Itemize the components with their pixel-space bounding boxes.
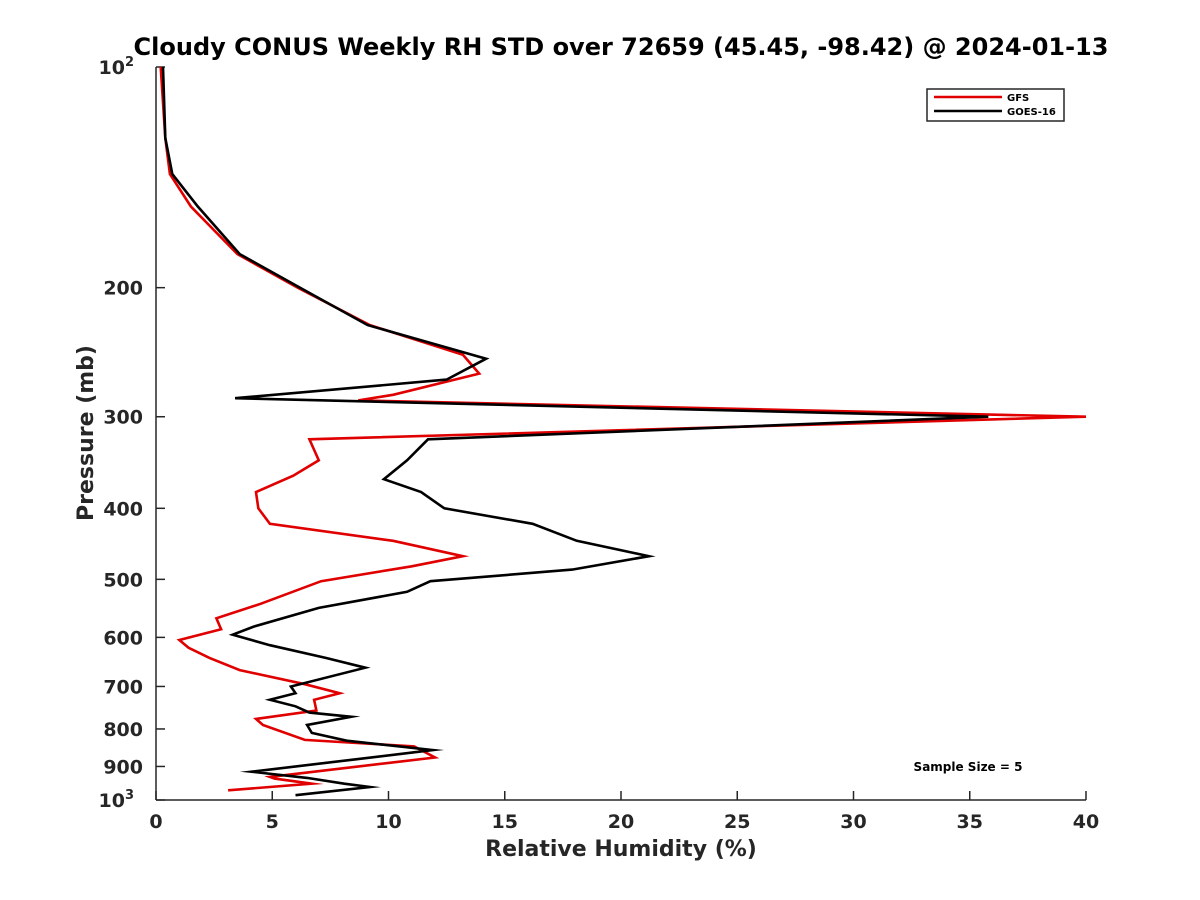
y-tick-label-400: 400 (103, 498, 143, 520)
y-tick-label-900: 900 (103, 756, 143, 778)
y-tick-label-200: 200 (103, 278, 143, 300)
y-tick-label-1000: 103 (99, 788, 135, 812)
x-axis-ticks: 0 5 10 15 20 25 30 35 40 (149, 791, 1099, 833)
y-axis-ticks: 102 200 300 400 500 600 700 800 900 103 (99, 55, 165, 812)
y-tick-label-700: 700 (103, 676, 143, 698)
x-tick-label-15: 15 (492, 811, 518, 833)
x-tick-label-30: 30 (840, 811, 866, 833)
legend: GFS GOES-16 (926, 88, 1065, 122)
x-tick-label-40: 40 (1073, 811, 1099, 833)
x-tick-label-35: 35 (957, 811, 983, 833)
legend-label-goes16: GOES-16 (1007, 107, 1056, 118)
x-tick-label-25: 25 (724, 811, 750, 833)
legend-box (926, 88, 1065, 122)
series-line-goes-16 (161, 66, 989, 797)
y-tick-label-800: 800 (103, 719, 143, 741)
series-line-gfs (159, 66, 1087, 792)
y-tick-label-500: 500 (103, 569, 143, 591)
legend-label-gfs: GFS (1007, 93, 1029, 104)
x-tick-label-10: 10 (375, 811, 401, 833)
y-tick-label-600: 600 (103, 627, 143, 649)
x-tick-label-0: 0 (149, 811, 162, 833)
chart-title: Cloudy CONUS Weekly RH STD over 72659 (4… (134, 33, 1109, 61)
sample-size-annotation: Sample Size = 5 (914, 760, 1023, 774)
series-layer (159, 66, 1087, 797)
y-tick-label-300: 300 (103, 407, 143, 429)
y-axis-label: Pressure (mb) (74, 345, 99, 521)
x-axis-label: Relative Humidity (%) (485, 837, 757, 862)
y-tick-label-100: 102 (99, 55, 135, 79)
x-tick-label-5: 5 (266, 811, 279, 833)
x-tick-label-20: 20 (608, 811, 634, 833)
